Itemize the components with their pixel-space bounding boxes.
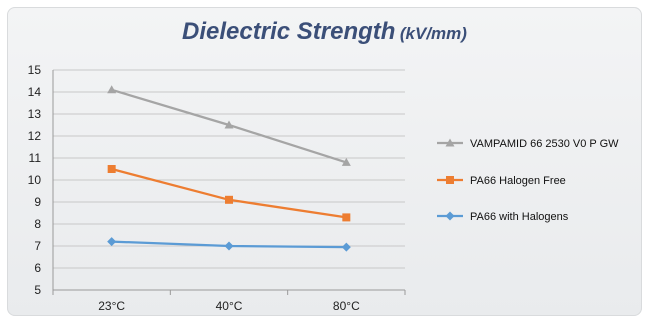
x-tick-label: 23°C <box>98 299 125 313</box>
chart-title-unit: (kV/mm) <box>399 24 467 43</box>
x-tick-label: 40°C <box>216 299 243 313</box>
y-tick-label: 14 <box>28 85 42 99</box>
data-point <box>341 157 351 166</box>
x-axis-ticks: 23°C 40°C 80°C <box>98 299 360 313</box>
y-tick-label: 10 <box>28 173 42 187</box>
axes <box>52 70 406 295</box>
chart-title: Dielectric Strength (kV/mm) <box>0 18 649 46</box>
y-tick-label: 6 <box>34 261 41 275</box>
y-tick-label: 9 <box>34 195 41 209</box>
x-tick-label: 80°C <box>333 299 360 313</box>
legend-marker <box>445 138 455 147</box>
series-group <box>107 85 351 252</box>
data-point <box>107 237 117 247</box>
legend: VAMPAMID 66 2530 V0 P GW PA66 Halogen Fre… <box>437 138 619 223</box>
legend-label: PA66 with Halogens <box>470 211 569 223</box>
series-line <box>111 167 347 219</box>
y-axis-ticks: 5 6 7 8 9 10 11 12 13 14 15 <box>28 63 42 297</box>
data-point <box>224 120 234 129</box>
grid-lines <box>53 69 405 291</box>
data-point <box>107 85 117 94</box>
y-tick-label: 12 <box>28 129 42 143</box>
y-tick-label: 5 <box>34 283 41 297</box>
legend-marker <box>445 211 455 221</box>
y-tick-label: 11 <box>29 151 42 165</box>
y-tick-label: 15 <box>28 63 42 77</box>
chart-title-main: Dielectric Strength <box>182 18 396 45</box>
data-point <box>341 242 351 252</box>
legend-marker <box>446 176 454 184</box>
data-point <box>107 165 116 173</box>
data-point <box>225 195 233 204</box>
y-tick-label: 7 <box>34 239 41 253</box>
chart-frame <box>7 7 642 316</box>
legend-label: PA66 Halogen Free <box>470 175 566 187</box>
data-point <box>224 241 234 251</box>
y-tick-label: 13 <box>28 107 42 121</box>
data-point <box>342 213 351 222</box>
y-tick-label: 8 <box>34 217 41 231</box>
legend-label: VAMPAMID 66 2530 V0 P GW <box>470 138 619 150</box>
